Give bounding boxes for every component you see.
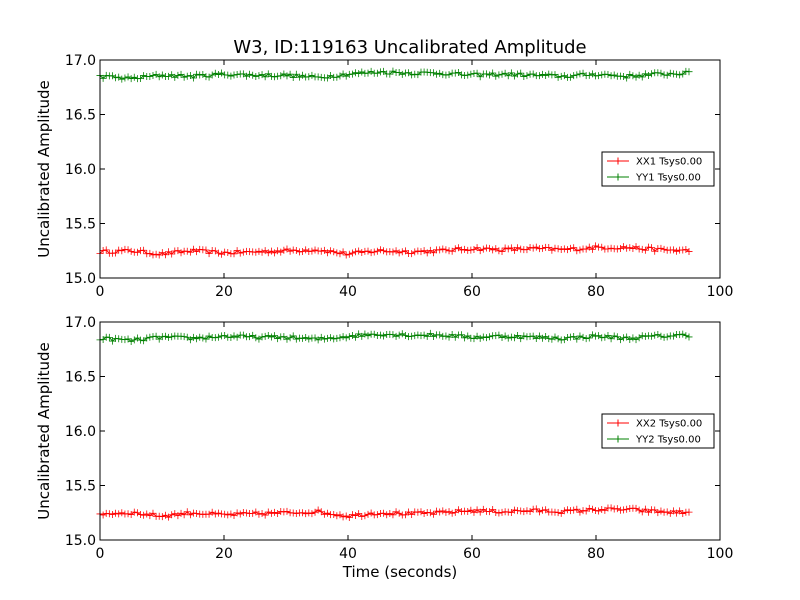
plot-panel-1: 0 20 40 60 80 100 15.0 15.5 16.0 16.5 17.0 Uncalibr… [35,53,733,300]
legend-box [601,413,715,449]
series-line [99,332,690,343]
series-yy1 [96,67,693,83]
y-tick-label: 15.5 [65,217,96,233]
x-axis-label: Time (seconds) [342,563,458,581]
legend: XX2 Tsys0.00 YY2 Tsys0.00 [601,413,715,449]
y-tick-label: 16.0 [65,424,96,440]
legend-label: YY2 Tsys0.00 [635,435,701,446]
plot-panel-2: 0 20 40 60 80 100 15.0 15.5 16.0 16.5 17.0 Uncalibr… [35,315,733,581]
x-tick-label: 40 [339,546,357,562]
legend-box [601,151,715,187]
chart-title: W3, ID:119163 Uncalibrated Amplitude [233,37,586,58]
legend-label: YY1 Tsys0.00 [635,173,701,184]
legend-label: XX2 Tsys0.00 [636,419,702,430]
plots: 0 20 40 60 80 100 15.0 15.5 16.0 16.5 17.0 Uncalibr… [35,53,733,581]
x-tick-label: 100 [707,546,734,562]
legend-marker [614,435,622,443]
y-tick-label: 16.0 [65,162,96,178]
y-axis-label: Uncalibrated Amplitude [35,80,53,257]
x-tick-label: 60 [463,546,481,562]
x-tick-label: 20 [215,284,233,300]
y-axis-label: Uncalibrated Amplitude [35,342,53,519]
x-tick-label: 80 [587,546,605,562]
x-tick-label: 20 [215,546,233,562]
y-tick-label: 17.0 [65,315,96,331]
x-tick-label: 100 [707,284,734,300]
y-tick-label: 16.5 [65,108,96,124]
x-tick-label: 0 [96,546,105,562]
legend-label: XX1 Tsys0.00 [636,157,702,168]
legend: XX1 Tsys0.00 YY1 Tsys0.00 [601,151,715,187]
legend-marker [614,419,622,427]
y-tick-label: 15.0 [65,533,96,549]
y-tick-label: 16.5 [65,370,96,386]
legend-marker [614,173,622,181]
legend-marker [614,157,622,165]
y-tick-label: 17.0 [65,53,96,69]
x-tick-label: 60 [463,284,481,300]
y-tick-label: 15.5 [65,479,96,495]
x-tick-label: 80 [587,284,605,300]
x-tick-label: 40 [339,284,357,300]
y-tick-label: 15.0 [65,271,96,287]
x-tick-label: 0 [96,284,105,300]
series-line [99,245,690,256]
